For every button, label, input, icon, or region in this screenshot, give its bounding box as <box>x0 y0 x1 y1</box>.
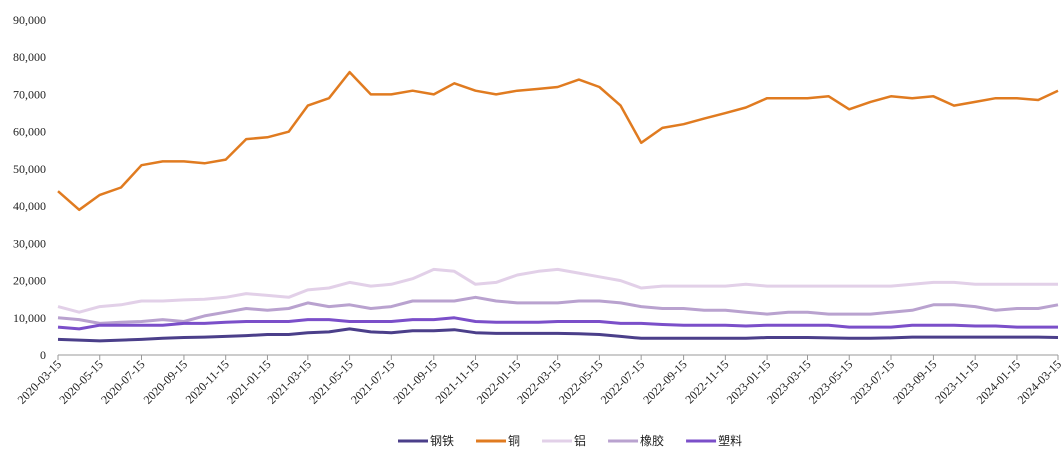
series-line <box>57 327 1059 343</box>
y-tick-label: 40,000 <box>13 199 46 213</box>
x-tick-label: 2020-09-15 <box>141 357 190 406</box>
y-tick-label: 10,000 <box>13 311 46 325</box>
x-tick-label: 2022-07-15 <box>598 357 647 406</box>
x-tick-label: 2022-09-15 <box>640 357 689 406</box>
y-tick-label: 60,000 <box>13 125 46 139</box>
x-tick-label: 2023-03-15 <box>764 357 813 406</box>
y-tick-label: 80,000 <box>13 50 46 64</box>
y-tick-label: 50,000 <box>13 162 46 176</box>
x-tick-label: 2020-05-15 <box>56 357 105 406</box>
y-tick-label: 90,000 <box>13 13 46 27</box>
x-tick-label: 2021-03-15 <box>264 357 313 406</box>
x-tick-label: 2021-07-15 <box>348 357 397 406</box>
x-tick-label: 2023-05-15 <box>806 357 855 406</box>
series-line <box>57 316 1058 331</box>
series-line <box>57 70 1059 212</box>
series-line <box>57 267 1058 314</box>
y-tick-label: 20,000 <box>13 274 46 288</box>
x-tick-label: 2020-03-15 <box>15 357 64 406</box>
series-line <box>57 295 1059 325</box>
y-tick-label: 70,000 <box>13 87 46 101</box>
legend-label: 铜 <box>508 433 520 448</box>
x-tick-label: 2023-07-15 <box>848 357 897 406</box>
x-tick-label: 2022-05-15 <box>556 357 605 406</box>
legend-label: 橡胶 <box>640 433 664 448</box>
x-tick-label: 2023-11-15 <box>932 357 981 406</box>
x-tick-label: 2024-03-15 <box>1015 357 1064 406</box>
x-tick-label: 2021-09-15 <box>390 357 439 406</box>
x-tick-label: 2020-11-15 <box>183 357 232 406</box>
x-tick-label: 2020-07-15 <box>98 357 147 406</box>
x-tick-label: 2021-11-15 <box>432 357 481 406</box>
legend-label: 塑料 <box>718 433 742 448</box>
x-tick-label: 2024-01-15 <box>974 357 1023 406</box>
y-tick-label: 30,000 <box>13 236 46 250</box>
x-tick-label: 2022-03-15 <box>514 357 563 406</box>
x-tick-label: 2022-11-15 <box>682 357 731 406</box>
legend-label: 铝 <box>574 433 586 448</box>
x-tick-label: 2021-05-15 <box>306 357 355 406</box>
x-tick-label: 2023-09-15 <box>890 357 939 406</box>
legend-label: 钢铁 <box>430 434 454 448</box>
y-tick-label: 0 <box>40 348 46 362</box>
